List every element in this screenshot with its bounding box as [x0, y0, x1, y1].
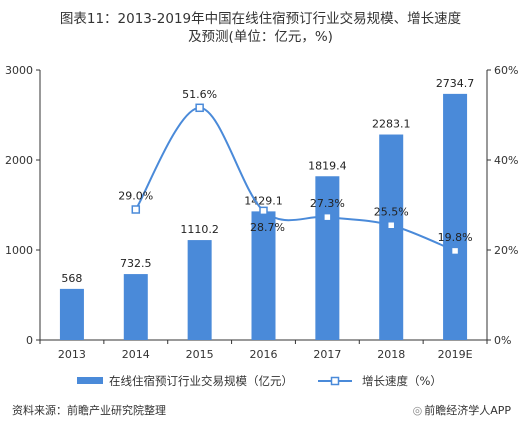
growth-marker-2015 [195, 103, 204, 113]
bar-2016 [251, 211, 276, 340]
growth-marker-2017 [323, 212, 332, 222]
brand-logo-icon: ◎ [412, 404, 423, 417]
growth-marker-2014 [131, 205, 141, 214]
bar-2017 [315, 176, 340, 340]
legend-line-label: 增长速度（%） [362, 374, 442, 388]
legend-bar-swatch [77, 377, 103, 384]
bar-2018 [379, 134, 404, 340]
y-right-tick-label: 60% [494, 64, 518, 77]
growth-value-label: 25.5% [374, 205, 409, 218]
growth-marker-2016 [259, 206, 268, 216]
chart-title: 图表11：2013-2019年中国在线住宿预订行业交易规模、增长速度 及预测(单… [0, 10, 521, 46]
bar-value-label: 1110.2 [180, 223, 219, 236]
x-tick-label: 2017 [313, 348, 341, 361]
bar-value-label: 2734.7 [436, 77, 475, 90]
brand-credit: ◎ 前瞻经济学人APP [413, 402, 511, 418]
bar-2015 [187, 240, 212, 340]
y-left-tick-label: 3000 [5, 64, 33, 77]
x-tick-label: 2019E [438, 348, 473, 361]
bar-value-label: 732.5 [120, 257, 152, 270]
chart-title-line1: 图表11：2013-2019年中国在线住宿预订行业交易规模、增长速度 [59, 11, 462, 27]
bar-value-label: 2283.1 [372, 118, 411, 131]
growth-value-label: 29.0% [118, 190, 153, 203]
source-note: 资料来源：前瞻产业研究院整理 [12, 404, 166, 417]
bar-2014 [123, 274, 148, 340]
growth-marker-2019E [450, 246, 460, 256]
growth-marker-2018 [386, 221, 396, 230]
y-right-tick-label: 40% [494, 154, 518, 167]
legend-bar-label: 在线住宿预订行业交易规模（亿元） [109, 374, 293, 388]
bar-value-label: 568 [61, 272, 82, 285]
brand-name: 前瞻经济学人APP [424, 404, 511, 417]
y-left-tick-label: 0 [26, 334, 33, 347]
growth-value-label: 27.3% [310, 197, 345, 210]
y-left-tick-label: 1000 [5, 244, 33, 257]
bar-2019E [443, 93, 468, 340]
x-tick-label: 2018 [377, 348, 405, 361]
x-tick-label: 2016 [250, 348, 278, 361]
y-left-tick-label: 2000 [5, 154, 33, 167]
bar-2013 [59, 288, 84, 340]
bar-value-label: 1819.4 [308, 159, 347, 172]
growth-value-label: 28.7% [250, 221, 285, 234]
growth-value-label: 19.8% [438, 231, 473, 244]
chart-title-line2: 及预测(单位：亿元，%) [188, 29, 333, 45]
footer: 资料来源：前瞻产业研究院整理 ◎ 前瞻经济学人APP [12, 402, 517, 420]
x-tick-label: 2013 [58, 348, 86, 361]
chart-canvas: 0 1000 2000 3000 0% 20% 40% 60% 2013 568 2014 732.5… [5, 64, 518, 388]
y-right-tick-label: 0% [494, 334, 511, 347]
x-tick-label: 2014 [122, 348, 150, 361]
growth-value-label: 51.6% [182, 88, 217, 101]
bar-value-label: 1429.1 [244, 194, 283, 207]
y-right-tick-label: 20% [494, 244, 518, 257]
legend-line-marker [330, 376, 340, 386]
x-tick-label: 2015 [186, 348, 214, 361]
